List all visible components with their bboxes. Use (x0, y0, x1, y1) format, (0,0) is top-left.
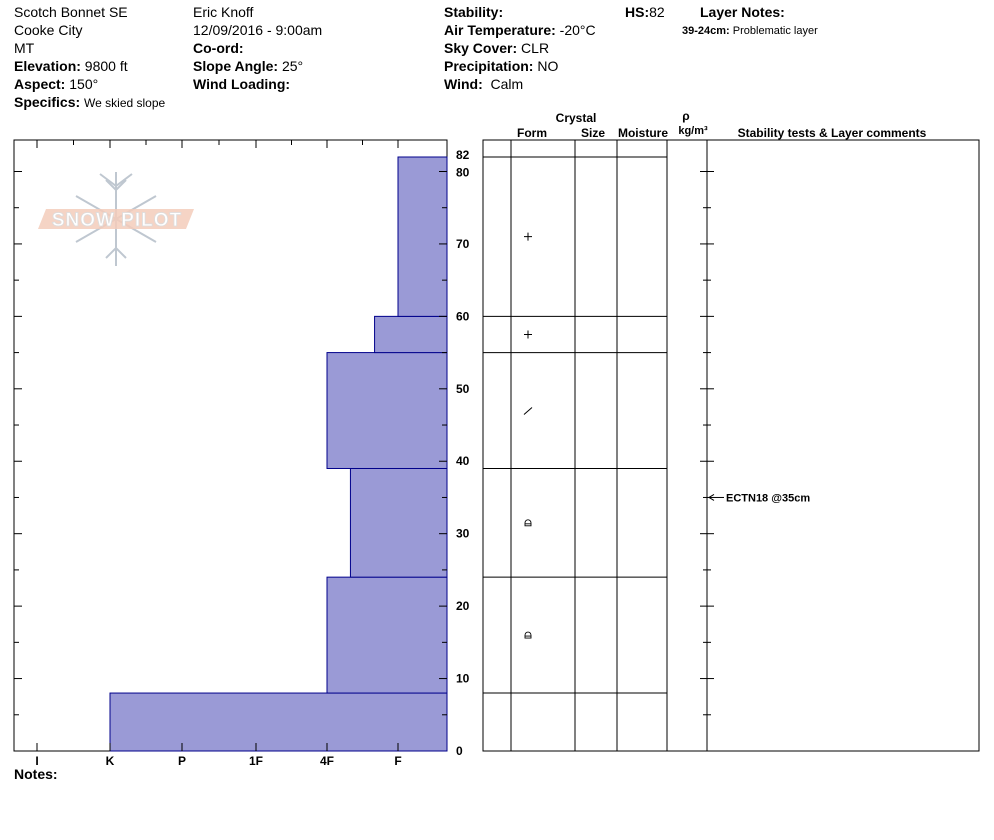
logo-banner (38, 209, 194, 229)
layer-notes-label: Layer Notes: (700, 4, 785, 20)
specifics-value: We skied slope (84, 96, 166, 110)
hardness-bar-1 (326, 576, 448, 694)
city-name: Cooke City (14, 22, 83, 38)
state-name: MT (14, 40, 35, 56)
depth-label-0: 0 (456, 744, 463, 758)
stability-label: Stability: (444, 4, 504, 20)
air-temp-value: -20°C (559, 22, 596, 38)
precip-row: Precipitation: NO (444, 58, 558, 75)
hardness-label-K: K (106, 754, 115, 768)
elevation-row: Elevation: 9800 ft (14, 58, 128, 75)
hardness-label-I: I (35, 754, 38, 768)
depth-label-70: 70 (456, 237, 470, 251)
precip-value: NO (537, 58, 559, 74)
slope-label: Slope Angle: (193, 58, 279, 74)
wind-label: Wind: (444, 76, 483, 92)
coord-label: Co-ord: (193, 40, 244, 56)
depth-label-30: 30 (456, 527, 470, 541)
header-stability: Stability tests & Layer comments (738, 126, 927, 140)
header-density-unit: kg/m³ (678, 125, 708, 137)
air-temp-label: Air Temperature: (444, 22, 556, 38)
arrow-left-icon (708, 494, 715, 501)
hs-label: HS: (625, 4, 650, 20)
layer-table-frame (482, 139, 980, 752)
stability-comment: ECTN18 @35cm (726, 492, 810, 504)
hs-value: 82 (649, 4, 665, 20)
sky-label: Sky Cover: (444, 40, 518, 56)
hardness-bar-5 (397, 156, 448, 317)
sky-value: CLR (521, 40, 550, 56)
specifics-row: Specifics: We skied slope (14, 94, 165, 112)
aspect-value: 150° (69, 76, 99, 92)
aspect-label: Aspect: (14, 76, 66, 92)
layer-note-range: 39-24cm: (682, 25, 730, 37)
layer-note-text: Problematic layer (732, 25, 818, 37)
header-crystal: Crystal (556, 111, 597, 125)
hs-row: HS:82 (625, 4, 665, 21)
form-symbol-rounded-icon (524, 631, 532, 639)
wind-row: Wind: Calm (444, 76, 523, 93)
header-form: Form (517, 126, 547, 140)
hardness-bar-2 (349, 467, 448, 578)
wind-value: Calm (490, 76, 524, 92)
location-name: Scotch Bonnet SE (14, 4, 128, 20)
hardness-bar-0 (109, 692, 448, 752)
elevation-label: Elevation: (14, 58, 81, 74)
specifics-label: Specifics: (14, 94, 81, 110)
depth-label-50: 50 (456, 382, 470, 396)
hardness-label-1F: 1F (249, 754, 263, 768)
hardness-bar-3 (326, 352, 448, 469)
observer-name: Eric Knoff (193, 4, 254, 20)
hardness-label-4F: 4F (320, 754, 334, 768)
notes-label: Notes: (14, 766, 58, 782)
logo-text: SNOW PILOT (52, 210, 182, 231)
depth-label-40: 40 (456, 454, 470, 468)
slope-value: 25° (281, 58, 304, 74)
depth-label-60: 60 (456, 309, 470, 323)
depth-label-80: 80 (456, 165, 470, 179)
air-temp-row: Air Temperature: -20°C (444, 22, 596, 39)
hardness-label-F: F (394, 754, 401, 768)
form-symbol-decomposing-icon (523, 407, 533, 415)
snowpilot-logo: SNOW PILOT (38, 172, 194, 266)
form-symbol-new-snow-icon (524, 232, 532, 241)
depth-label-20: 20 (456, 599, 470, 613)
elevation-value: 9800 ft (84, 58, 128, 74)
form-symbol-new-snow-icon (524, 330, 532, 339)
hardness-label-P: P (178, 754, 186, 768)
hardness-bar-4 (374, 315, 448, 354)
depth-label-82: 82 (456, 148, 470, 162)
aspect-row: Aspect: 150° (14, 76, 98, 93)
header-moisture: Moisture (618, 126, 668, 140)
observation-datetime: 12/09/2016 - 9:00am (193, 22, 323, 38)
form-symbol-rounded-icon (524, 519, 532, 527)
layer-note: 39-24cm: Problematic layer (682, 23, 818, 40)
depth-label-10: 10 (456, 672, 470, 686)
slope-row: Slope Angle: 25° (193, 58, 303, 75)
sky-row: Sky Cover: CLR (444, 40, 549, 57)
header-rho: ρ (682, 109, 689, 123)
wind-loading-label: Wind Loading: (193, 76, 291, 92)
header-size: Size (581, 126, 605, 140)
precip-label: Precipitation: (444, 58, 534, 74)
